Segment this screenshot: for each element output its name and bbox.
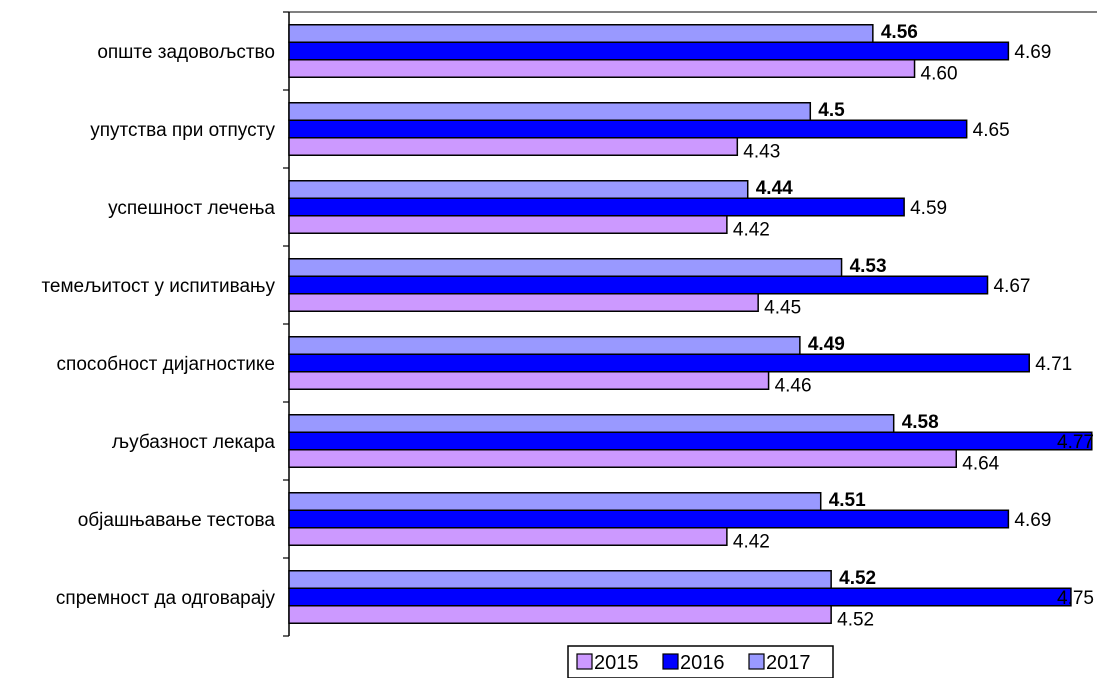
value-label-2016: 4.71: [1035, 354, 1072, 375]
value-label-2015: 4.42: [733, 219, 770, 240]
value-label-2015: 4.60: [921, 63, 958, 84]
value-label-2017: 4.51: [829, 490, 866, 511]
value-label-2017: 4.5: [818, 100, 845, 121]
value-label-2017: 4.56: [881, 22, 918, 43]
value-label-2017: 4.58: [902, 412, 939, 433]
bars: [288, 24, 1093, 624]
legend-label-2015: 2015: [594, 652, 639, 674]
value-label-2017: 4.53: [850, 256, 887, 277]
bar-2017: [288, 102, 812, 121]
value-label-2016: 4.77: [1057, 432, 1094, 453]
value-label-2015: 4.64: [962, 453, 999, 474]
bar-2016: [288, 509, 1010, 529]
bar-2017: [288, 24, 874, 43]
value-label-2017: 4.44: [756, 178, 793, 199]
value-label-2015: 4.42: [733, 531, 770, 552]
bar-2016: [288, 275, 989, 295]
legend-swatch-2016: [662, 653, 679, 670]
bar-2016: [288, 587, 1072, 607]
value-label-2015: 4.52: [837, 609, 874, 630]
category-label: љубазност лекара: [112, 432, 276, 453]
value-label-2017: 4.49: [808, 334, 845, 355]
category-label: објашњавање тестова: [78, 510, 276, 531]
category-labels: опште задовољство упутства при отпусту усп…: [41, 42, 275, 609]
bar-2015: [288, 449, 958, 468]
bar-2016: [288, 197, 905, 217]
bar-2016: [288, 41, 1010, 61]
category-label: темељитост у испитивању: [41, 276, 275, 297]
legend: 2015 2016 2017: [567, 645, 834, 678]
value-label-2016: 4.59: [910, 198, 947, 219]
bar-2016: [288, 431, 1093, 451]
value-label-2016: 4.69: [1014, 42, 1051, 63]
category-label: способност дијагностике: [57, 354, 275, 375]
legend-swatch-2017: [748, 653, 765, 670]
value-label-2015: 4.46: [775, 375, 812, 396]
bar-2015: [288, 215, 728, 234]
category-label: опште задовољство: [97, 42, 275, 63]
value-labels: 4.56 4.69 4.60 4.5 4.65 4.43 4.44 4.59 4.42 4.53 4…: [733, 22, 1094, 631]
bar-2015: [288, 527, 728, 546]
bar-2016: [288, 353, 1030, 373]
category-label: упутства при отпусту: [90, 120, 275, 141]
bar-2015: [288, 59, 916, 78]
y-axis-ticks: [283, 11, 289, 637]
bar-2015: [288, 371, 770, 390]
legend-frame: [567, 645, 834, 678]
value-label-2015: 4.45: [764, 297, 801, 318]
bar-2015: [288, 137, 739, 156]
bar-2017: [288, 258, 843, 277]
value-label-2016: 4.65: [973, 120, 1010, 141]
value-label-2016: 4.75: [1057, 588, 1094, 609]
category-label: успешност лечења: [108, 198, 275, 219]
bar-2017: [288, 180, 749, 199]
bar-2017: [288, 336, 801, 355]
bar-2015: [288, 293, 759, 312]
category-label: спремност да одговарају: [56, 588, 276, 609]
legend-label-2016: 2016: [680, 652, 725, 674]
value-label-2016: 4.67: [994, 276, 1031, 297]
legend-swatch-2015: [576, 653, 593, 670]
bar-2017: [288, 414, 895, 433]
bar-2017: [288, 492, 822, 511]
legend-label-2017: 2017: [766, 652, 811, 674]
bar-2015: [288, 605, 832, 624]
bar-2017: [288, 570, 832, 589]
value-label-2017: 4.52: [839, 568, 876, 589]
value-label-2016: 4.69: [1014, 510, 1051, 531]
bar-2016: [288, 119, 968, 139]
value-label-2015: 4.43: [743, 141, 780, 162]
